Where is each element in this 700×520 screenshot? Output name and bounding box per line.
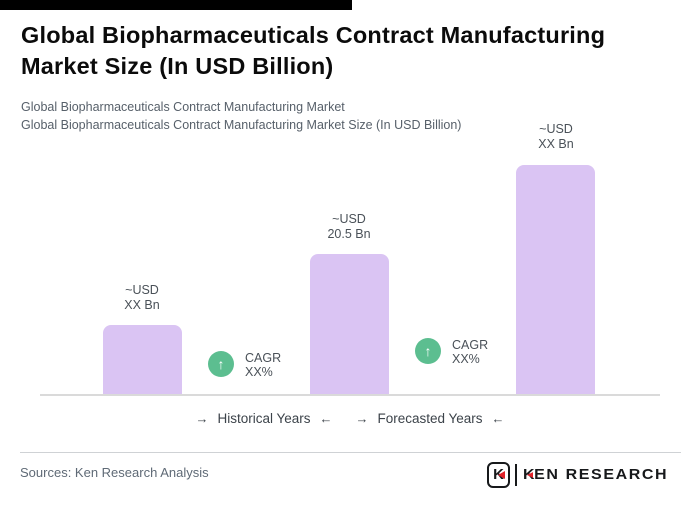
x-axis-baseline bbox=[40, 394, 660, 396]
left-arrow-icon: ← bbox=[491, 411, 505, 426]
up-arrow-glyph: ↑ bbox=[424, 343, 432, 359]
logo-separator bbox=[515, 463, 517, 486]
growth-up-arrow-icon: ↑ bbox=[415, 338, 441, 364]
ken-logo-k-icon: K bbox=[487, 461, 510, 488]
wordmark-red-triangle-icon bbox=[527, 471, 534, 478]
axis-span-label: Historical Years bbox=[217, 411, 311, 426]
logo-red-triangle-icon bbox=[498, 470, 505, 479]
up-arrow-glyph: ↑ bbox=[217, 356, 225, 372]
bar-value-line2: XX Bn bbox=[538, 136, 574, 151]
sources-text: Sources: Ken Research Analysis bbox=[20, 465, 209, 480]
bar-value-line1: ~USD bbox=[332, 212, 366, 226]
cagr-annotation: CAGR XX% bbox=[245, 351, 281, 379]
cagr-line1: CAGR bbox=[452, 338, 489, 352]
bar-forecast bbox=[516, 165, 595, 394]
axis-span-forecasted-years: → Forecasted Years ← bbox=[354, 410, 506, 427]
bar-base-year bbox=[310, 254, 389, 394]
cagr-line2: XX% bbox=[452, 352, 480, 366]
right-arrow-icon: → bbox=[355, 411, 369, 426]
cagr-annotation: CAGR XX% bbox=[452, 338, 488, 366]
bar-value-line2: 20.5 Bn bbox=[327, 226, 371, 241]
axis-span-label: Forecasted Years bbox=[377, 411, 483, 426]
cagr-line2: XX% bbox=[245, 365, 273, 379]
growth-up-arrow-icon: ↑ bbox=[208, 351, 234, 377]
bar-value-line2: XX Bn bbox=[124, 297, 160, 312]
wordmark-rest: EN RESEARCH bbox=[534, 465, 669, 483]
cagr-line1: CAGR bbox=[245, 351, 282, 365]
top-black-bar bbox=[0, 0, 352, 10]
bar-historical bbox=[103, 325, 182, 394]
ken-research-wordmark: K EN RESEARCH bbox=[523, 466, 668, 483]
page-title: Global Biopharmaceuticals Contract Manuf… bbox=[21, 22, 606, 79]
chart-subtitle-line1: Global Biopharmaceuticals Contract Manuf… bbox=[21, 100, 345, 114]
bar-value-label: ~USD XX Bn bbox=[476, 122, 636, 151]
bar-value-line1: ~USD bbox=[539, 122, 573, 136]
axis-span-historical-years: → Historical Years ← bbox=[189, 410, 339, 427]
right-arrow-icon: → bbox=[195, 411, 209, 426]
bar-value-line1: ~USD bbox=[125, 283, 159, 297]
ken-research-logo: K K EN RESEARCH bbox=[487, 461, 668, 488]
left-arrow-icon: ← bbox=[319, 411, 333, 426]
bar-value-label: ~USD XX Bn bbox=[62, 283, 222, 312]
chart-subtitle-line2: Global Biopharmaceuticals Contract Manuf… bbox=[21, 118, 462, 132]
bar-value-label: ~USD 20.5 Bn bbox=[269, 212, 429, 241]
footer-divider bbox=[20, 452, 681, 453]
